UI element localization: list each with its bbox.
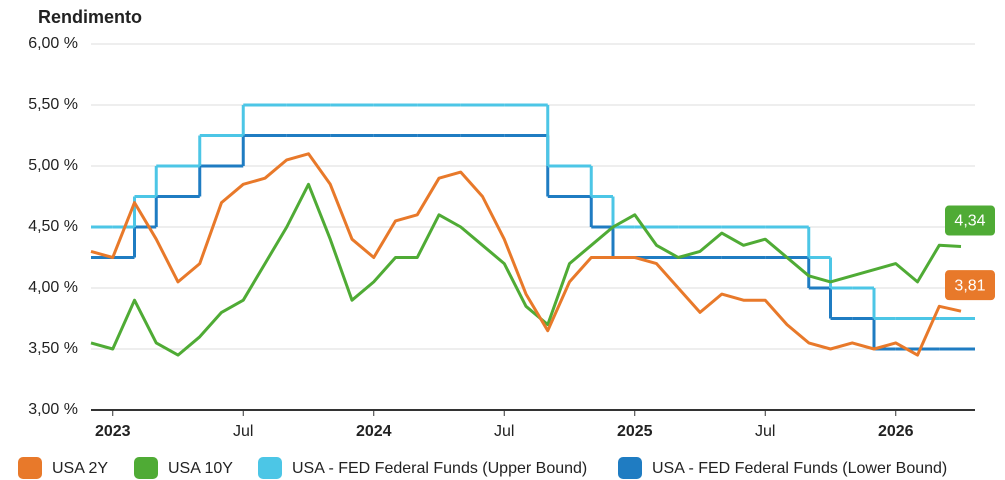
end-label: 4,34 (954, 213, 985, 230)
y-tick-label: 4,50 % (28, 218, 78, 235)
x-tick-label: 2024 (356, 423, 392, 440)
end-label: 3,81 (954, 277, 985, 294)
legend-swatch (618, 457, 642, 479)
y-tick-label: 5,50 % (28, 96, 78, 113)
y-tick-label: 3,00 % (28, 401, 78, 418)
series: 3,81 (90, 152, 995, 357)
y-tick-label: 5,00 % (28, 157, 78, 174)
x-tick-label: 2026 (878, 423, 914, 440)
legend-label: USA 2Y (52, 460, 108, 477)
series (91, 134, 975, 351)
series: 4,34 (90, 182, 995, 357)
axis-title: Rendimento (38, 7, 142, 27)
line (90, 152, 962, 357)
series (91, 103, 975, 320)
y-tick-label: 3,50 % (28, 340, 78, 357)
end-label-box (945, 270, 995, 301)
y-tick-label: 6,00 % (28, 35, 78, 52)
legend-label: USA - FED Federal Funds (Upper Bound) (292, 460, 587, 477)
x-tick-label: 2023 (95, 423, 131, 440)
end-label-box (945, 205, 995, 236)
legend-swatch (258, 457, 282, 479)
legend-label: USA 10Y (168, 460, 233, 477)
x-tick-label: Jul (494, 423, 514, 440)
x-tick-label: Jul (755, 423, 775, 440)
y-tick-label: 4,00 % (28, 279, 78, 296)
legend-label: USA - FED Federal Funds (Lower Bound) (652, 460, 947, 477)
x-tick-label: 2025 (617, 423, 653, 440)
x-tick-label: Jul (233, 423, 253, 440)
legend-swatch (18, 457, 42, 479)
line (90, 182, 962, 357)
legend-swatch (134, 457, 158, 479)
